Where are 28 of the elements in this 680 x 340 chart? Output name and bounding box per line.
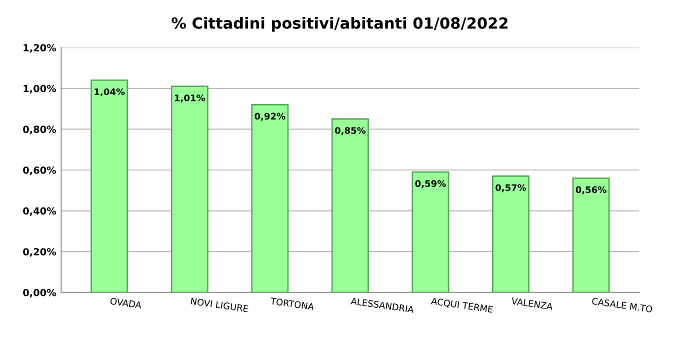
bar	[412, 171, 450, 292]
data-label: 0,56%	[576, 186, 606, 194]
bar	[331, 118, 369, 292]
x-tick-label: VALENZA	[511, 298, 554, 310]
chart-title: % Cittadini positivi/abitanti 01/08/2022	[172, 17, 508, 32]
data-label: 0,57%	[496, 184, 526, 192]
x-tick-label: OVADA	[110, 297, 142, 309]
y-tick-label: 0,40%	[23, 207, 56, 216]
y-tick-label: 0,00%	[23, 288, 56, 298]
data-label: 1,01%	[175, 94, 206, 102]
data-label: 1,04%	[94, 88, 125, 96]
y-tick-label: 0,60%	[23, 166, 56, 176]
y-tick-label: 1,00%	[24, 84, 56, 94]
x-tick-label: TORTONA	[270, 297, 314, 310]
y-tick-label: 0,20%	[23, 248, 56, 257]
x-tick-label: CASALE M.TO	[592, 297, 653, 313]
bar	[251, 104, 289, 292]
y-tick-label: 1,20%	[24, 44, 56, 53]
x-tick-label: ACQUI TERME	[430, 297, 494, 314]
data-label: 0,92%	[254, 112, 286, 121]
data-label: 0,59%	[415, 180, 446, 188]
x-tick-label: NOVI LIGURE	[190, 298, 248, 312]
bar	[492, 175, 530, 292]
bar	[572, 177, 610, 292]
y-tick-label: 0,80%	[23, 126, 56, 134]
bar	[170, 86, 208, 292]
data-label: 0,85%	[334, 127, 366, 136]
bar	[90, 80, 128, 292]
